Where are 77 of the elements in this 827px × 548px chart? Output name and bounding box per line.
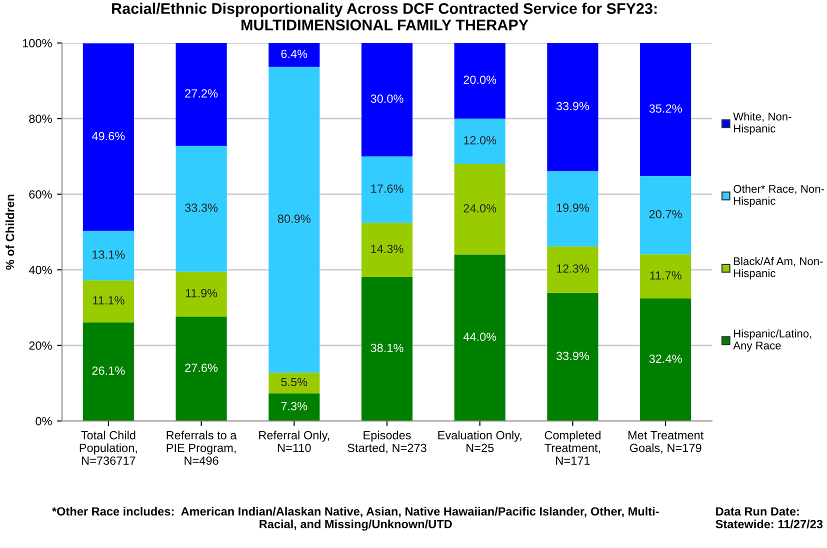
text: 19.9% [556,204,590,212]
y-axis-title: % of Children [6,194,14,270]
text: 49.6% [92,132,125,140]
bar [361,222,413,277]
x-tick-label: Evaluation Only, N=25 [438,430,522,452]
bar [454,118,506,164]
text: 17.6% [371,184,404,193]
x-tick-label: Referrals to a PIE Program, N=496 [166,430,237,465]
bar [82,43,134,231]
bar [547,171,598,246]
legend-label: Other* Race, Non- Hispanic [734,184,824,207]
y-tick-label: 20% [29,341,52,350]
text: 14.3% [371,244,404,254]
text: *Other Race includes: American Indian/Alaskan Native, Asian, Native Hawaiian/Pacific Islander, Other, Multi- Racial, and Missing/Unknown/UTD [52,506,659,531]
legend-label: Black/Af Am, Non- Hispanic [734,257,823,280]
text: 26.1% [92,366,125,375]
legend-label: White, Non- Hispanic [733,112,792,135]
bar [361,156,413,223]
text: 27.2% [185,89,218,98]
text: 80.9% [278,214,310,223]
text: 20.0% [464,76,496,84]
bar [361,43,413,156]
text: Data Run Date: Statewide: 11/27/23 [716,507,823,528]
bar [640,176,692,254]
y-tick-label: 60% [29,190,52,199]
text: 13.1% [92,250,125,259]
text: 33.9% [556,102,590,110]
y-tick-label: 40% [28,266,52,274]
bar [547,246,598,293]
text: 6.4% [281,50,308,58]
bar [547,43,598,172]
text: 24.0% [464,204,496,212]
bar [268,372,320,394]
chart-title: Racial/Ethnic Disproportionality Across DCF Contracted Service for SFY23: MULTIDIMENSIONAL FAMILY THERAPY [112,2,657,30]
bar [176,43,227,146]
bar [640,254,692,299]
text: 33.3% [185,204,218,212]
text: 11.7% [650,271,682,280]
bar [82,322,134,421]
text: 35.2% [649,104,682,113]
y-tick-label: 0% [36,417,52,426]
text: 27.6% [185,364,218,372]
text: 33.9% [556,352,590,360]
text: 11.9% [186,288,218,298]
bar [268,393,320,421]
bar [176,146,227,272]
text: 32.4% [649,354,682,363]
bar [547,292,598,421]
text: 20.7% [649,210,682,218]
x-tick-label: Met Treatment Goals, N=179 [628,431,704,454]
bar [454,164,506,255]
text: 11.1% [93,296,124,304]
x-tick-label: Completed Treatment, N=171 [544,430,600,465]
bar [82,230,134,280]
bar [268,43,320,67]
text: 44.0% [463,332,496,342]
text: 5.5% [281,378,308,386]
text: 12.0% [464,136,496,144]
text: 12.3% [556,264,590,273]
bar [361,276,413,421]
bar [640,43,692,176]
x-tick-label: Referral Only, N=110 [259,430,330,452]
legend-label: Hispanic/Latino, Any Race [733,329,812,352]
bar [176,316,227,421]
text: 7.3% [281,402,308,410]
y-tick-label: 100% [22,39,52,48]
y-tick-label: 80% [29,114,52,123]
x-tick-label: Episodes Started, N=273 [348,430,426,454]
bar [82,280,134,322]
bar [176,272,227,317]
x-tick-label: Total Child Population, N=736717 [80,430,137,465]
bar [268,66,320,373]
bar [454,43,506,119]
text: 30.0% [370,94,404,103]
bar [454,254,506,421]
bar [640,298,692,421]
text: 38.1% [370,344,404,352]
